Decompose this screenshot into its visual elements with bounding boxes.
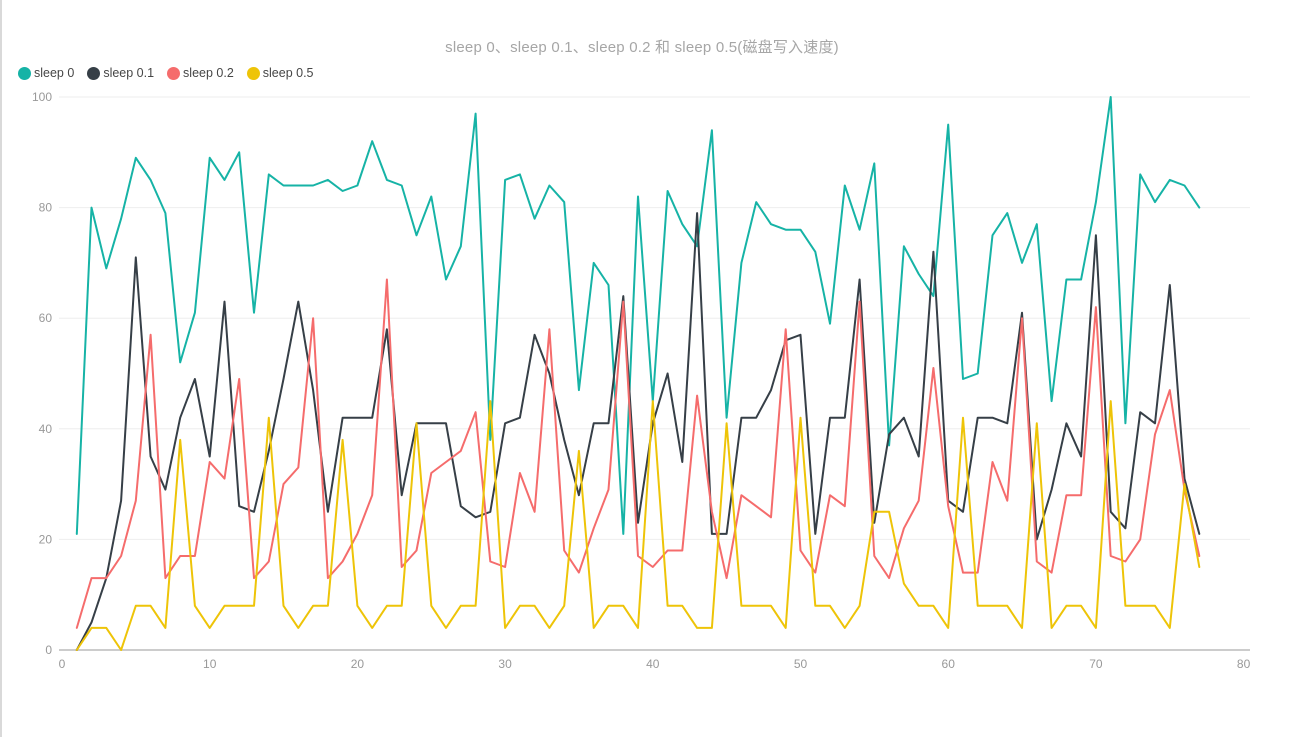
- svg-text:70: 70: [1089, 657, 1103, 671]
- svg-text:80: 80: [39, 201, 53, 215]
- svg-text:0: 0: [59, 657, 66, 671]
- legend-item-sleep-0.5[interactable]: sleep 0.5: [246, 66, 314, 80]
- legend-label: sleep 0: [34, 66, 75, 80]
- svg-text:60: 60: [39, 311, 53, 325]
- chart-legend: sleep 0 sleep 0.1 sleep 0.2 sleep 0.5: [18, 66, 314, 80]
- legend-marker-icon: [167, 66, 181, 80]
- legend-marker-icon: [246, 66, 260, 80]
- svg-text:10: 10: [203, 657, 217, 671]
- legend-marker-icon: [87, 66, 101, 80]
- svg-text:100: 100: [32, 90, 52, 104]
- legend-label: sleep 0.2: [183, 66, 234, 80]
- legend-item-sleep-0[interactable]: sleep 0: [18, 66, 74, 80]
- legend-item-sleep-0.2[interactable]: sleep 0.2: [167, 66, 234, 80]
- svg-text:40: 40: [646, 657, 660, 671]
- page-title: sleep 0、sleep 0.1、sleep 0.2 和 sleep 0.5(…: [445, 39, 839, 56]
- legend-label: sleep 0.5: [262, 66, 314, 80]
- svg-text:20: 20: [39, 532, 53, 546]
- svg-text:20: 20: [351, 657, 365, 671]
- svg-text:80: 80: [1237, 657, 1251, 671]
- legend-marker-icon: [18, 66, 31, 80]
- legend-item-sleep-0.1[interactable]: sleep 0.1: [87, 66, 154, 80]
- legend-label: sleep 0.1: [103, 66, 155, 80]
- svg-text:60: 60: [942, 657, 956, 671]
- svg-text:0: 0: [45, 643, 52, 657]
- svg-text:50: 50: [794, 657, 808, 671]
- svg-text:40: 40: [39, 422, 53, 436]
- svg-text:30: 30: [498, 657, 512, 671]
